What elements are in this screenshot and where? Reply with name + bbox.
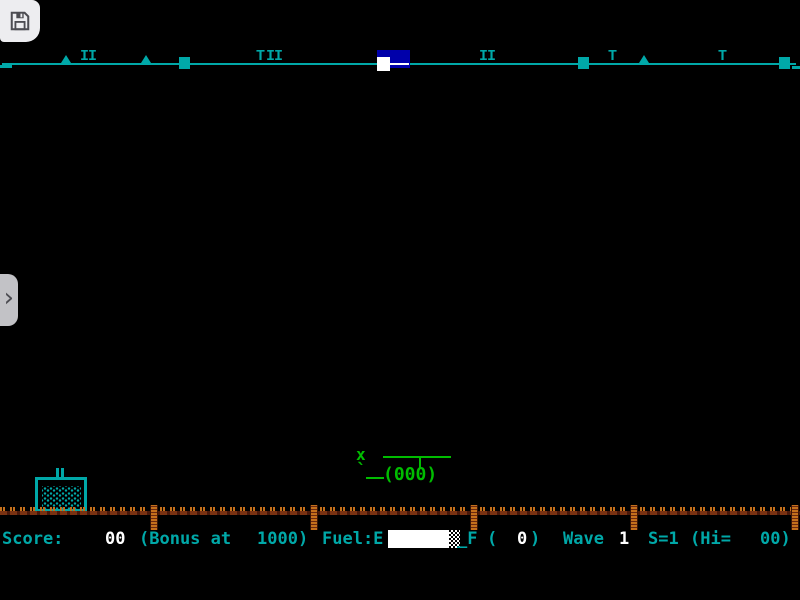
depot-chimney-left <box>56 468 59 478</box>
helicopter-rotor <box>383 456 451 458</box>
drawer-toggle-button[interactable]: › <box>0 274 18 326</box>
fuel-gauge-partial-segment <box>449 530 460 548</box>
bonus-value: 1000) <box>257 529 309 549</box>
radar-player-marker <box>377 57 390 71</box>
radar-marker-bars: II <box>266 48 283 65</box>
radar-marker-triangle <box>61 55 71 63</box>
fuel-full-mark: _F <box>457 529 478 549</box>
bonus-label: (Bonus at <box>139 529 232 549</box>
helicopter-tail: ` <box>356 460 367 481</box>
score-label: Score: <box>2 529 64 549</box>
helicopter-body: (000) <box>383 464 438 485</box>
floppy-icon <box>10 11 30 31</box>
ground-post <box>630 505 638 530</box>
radar-marker-square <box>578 57 589 69</box>
score-value: 00 <box>105 529 126 549</box>
save-button[interactable] <box>0 0 40 42</box>
radar-marker-triangle <box>639 55 649 63</box>
hiscore-label: (Hi= <box>690 529 731 549</box>
helicopter-boom <box>366 477 384 479</box>
ground-strip <box>0 507 800 515</box>
ground-post <box>150 505 158 530</box>
ground-post <box>470 505 478 530</box>
radar-marker-bars: II <box>479 48 496 65</box>
helicopter-rotor-mount <box>419 458 421 468</box>
hiscore-value: 00) <box>760 529 791 549</box>
fuel-label: Fuel:E <box>322 529 384 549</box>
radar-marker-square <box>779 57 790 69</box>
radar-marker-letter-T: T <box>718 48 727 65</box>
ground-post <box>310 505 318 530</box>
radar-edge-dash <box>0 65 12 68</box>
speed-label: S=1 <box>648 529 679 549</box>
radar-marker-letter-T: T <box>256 48 265 65</box>
radar-marker-square <box>179 57 190 69</box>
fuel-gauge-fill <box>388 530 449 548</box>
fuel-paren-close: ) <box>530 529 541 549</box>
fuel-paren-open: ( <box>487 529 498 549</box>
radar-marker-bars: II <box>80 48 97 65</box>
wave-label: Wave <box>563 529 604 549</box>
ground-texture-bottom <box>0 511 800 515</box>
fuel-units-value: 0 <box>517 529 528 549</box>
helicopter-mast: x <box>356 445 366 464</box>
radar-scanline <box>390 63 409 65</box>
ground-post <box>791 505 799 530</box>
radar-edge-dash <box>792 66 800 69</box>
radar-marker-triangle <box>141 55 151 63</box>
wave-value: 1 <box>619 529 630 549</box>
depot-chimney-right <box>61 468 64 478</box>
status-bar: Score: 00 (Bonus at 1000) Fuel:E _F (0) Wave 1 S=… <box>0 530 800 550</box>
fuel-depot-texture <box>42 486 81 510</box>
chevron-right-icon: › <box>3 283 14 313</box>
ground-texture-top <box>0 507 800 511</box>
radar-marker-letter-T: T <box>608 48 617 65</box>
